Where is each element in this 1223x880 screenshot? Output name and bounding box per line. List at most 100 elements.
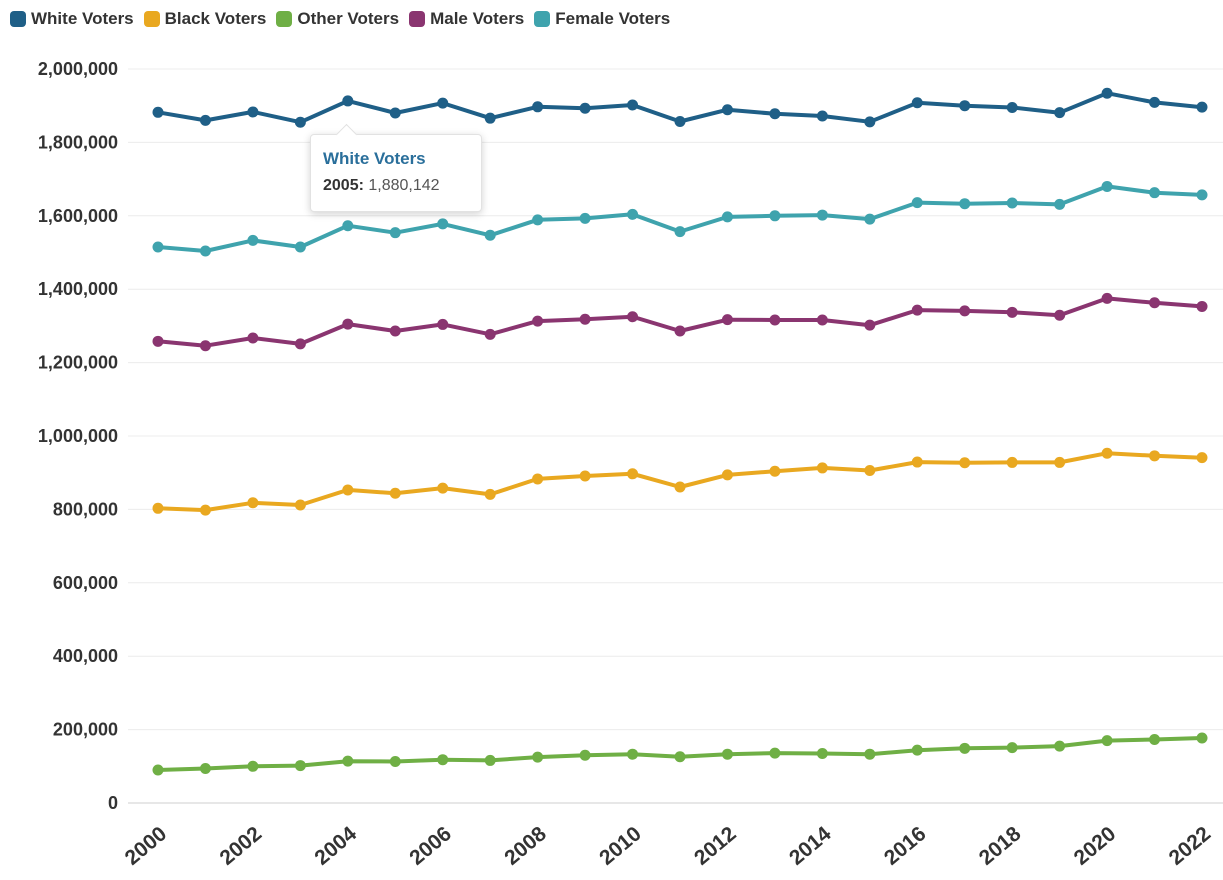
point-other-voters: [864, 748, 876, 760]
point-male-voters: [959, 305, 971, 317]
y-tick-label: 1,600,000: [38, 206, 118, 226]
point-white-voters: [816, 110, 828, 122]
point-male-voters: [1101, 292, 1113, 304]
point-other-voters: [342, 755, 354, 767]
point-female-voters: [1196, 189, 1208, 201]
tooltip-year: 2005:: [323, 177, 364, 194]
point-black-voters: [152, 502, 164, 514]
point-male-voters: [199, 340, 211, 352]
y-tick-label: 400,000: [53, 646, 118, 666]
point-female-voters: [532, 214, 544, 226]
point-other-voters: [1006, 742, 1018, 754]
legend-item-white-voters[interactable]: White Voters: [10, 9, 134, 29]
point-other-voters: [579, 749, 591, 761]
point-male-voters: [532, 315, 544, 327]
point-other-voters: [294, 760, 306, 772]
y-tick-label: 2,000,000: [38, 59, 118, 79]
point-female-voters: [152, 241, 164, 253]
point-white-voters: [342, 95, 354, 107]
point-other-voters: [484, 754, 496, 766]
legend-swatch-male-voters: [409, 11, 426, 27]
legend-item-male-voters[interactable]: Male Voters: [409, 9, 524, 29]
point-female-voters: [1006, 197, 1018, 209]
point-white-voters: [152, 106, 164, 118]
x-tick-label: 2022: [1165, 822, 1216, 870]
legend-label-black-voters: Black Voters: [164, 9, 267, 28]
tooltip-row: 2005: 1,880,142: [323, 177, 481, 195]
point-white-voters: [1196, 101, 1208, 113]
point-black-voters: [816, 462, 828, 474]
point-other-voters: [199, 763, 211, 775]
point-white-voters: [1006, 102, 1018, 114]
point-other-voters: [959, 742, 971, 754]
point-white-voters: [1054, 107, 1066, 119]
x-tick-label: 2004: [310, 822, 361, 870]
point-black-voters: [911, 456, 923, 468]
x-tick-label: 2014: [785, 822, 836, 870]
point-female-voters: [959, 198, 971, 210]
legend-label-other-voters: Other Voters: [297, 9, 400, 28]
point-female-voters: [294, 241, 306, 253]
point-black-voters: [721, 469, 733, 481]
point-black-voters: [532, 473, 544, 485]
legend-item-female-voters[interactable]: Female Voters: [534, 9, 670, 29]
tooltip-value: 1,880,142: [368, 177, 440, 194]
point-white-voters: [579, 102, 591, 114]
point-other-voters: [532, 751, 544, 763]
point-female-voters: [816, 209, 828, 221]
point-white-voters: [294, 116, 306, 128]
point-black-voters: [437, 482, 449, 494]
point-male-voters: [674, 325, 686, 337]
point-white-voters: [484, 112, 496, 124]
point-other-voters: [1054, 740, 1066, 752]
point-female-voters: [1149, 187, 1161, 199]
point-male-voters: [1054, 309, 1066, 321]
x-tick-label: 2002: [216, 822, 267, 870]
point-other-voters: [1101, 735, 1113, 747]
point-black-voters: [674, 481, 686, 493]
point-white-voters: [389, 107, 401, 119]
point-male-voters: [484, 328, 496, 340]
point-black-voters: [579, 470, 591, 482]
point-female-voters: [911, 197, 923, 209]
point-male-voters: [1149, 297, 1161, 309]
legend-item-other-voters[interactable]: Other Voters: [276, 9, 399, 29]
tooltip-title: White Voters: [323, 149, 426, 168]
series-line-male-voters: [156, 296, 1204, 348]
point-female-voters: [1101, 180, 1113, 192]
legend-label-white-voters: White Voters: [31, 9, 134, 28]
point-black-voters: [294, 499, 306, 511]
legend-swatch-black-voters: [143, 11, 160, 27]
point-other-voters: [152, 764, 164, 776]
point-male-voters: [769, 314, 781, 326]
point-male-voters: [721, 314, 733, 326]
point-male-voters: [437, 318, 449, 330]
point-female-voters: [769, 210, 781, 222]
y-tick-label: 1,000,000: [38, 426, 118, 446]
y-tick-label: 1,800,000: [38, 132, 118, 152]
point-male-voters: [152, 335, 164, 347]
legend-label-female-voters: Female Voters: [555, 9, 671, 28]
point-male-voters: [1006, 306, 1018, 318]
x-tick-label: 2018: [975, 822, 1026, 870]
point-black-voters: [1196, 452, 1208, 464]
point-white-voters: [721, 104, 733, 116]
point-other-voters: [1149, 734, 1161, 746]
point-white-voters: [1101, 87, 1113, 99]
point-black-voters: [1149, 450, 1161, 462]
point-male-voters: [864, 319, 876, 331]
point-white-voters: [1149, 96, 1161, 108]
point-female-voters: [721, 211, 733, 223]
point-male-voters: [579, 313, 591, 325]
point-white-voters: [769, 108, 781, 120]
point-male-voters: [342, 318, 354, 330]
x-tick-label: 2000: [121, 822, 172, 870]
point-black-voters: [199, 504, 211, 516]
legend-item-black-voters[interactable]: Black Voters: [143, 9, 267, 29]
x-tick-label: 2016: [880, 822, 931, 870]
legend-label-male-voters: Male Voters: [430, 9, 525, 28]
point-other-voters: [674, 751, 686, 763]
point-other-voters: [437, 754, 449, 766]
point-female-voters: [579, 212, 591, 224]
point-male-voters: [389, 325, 401, 337]
